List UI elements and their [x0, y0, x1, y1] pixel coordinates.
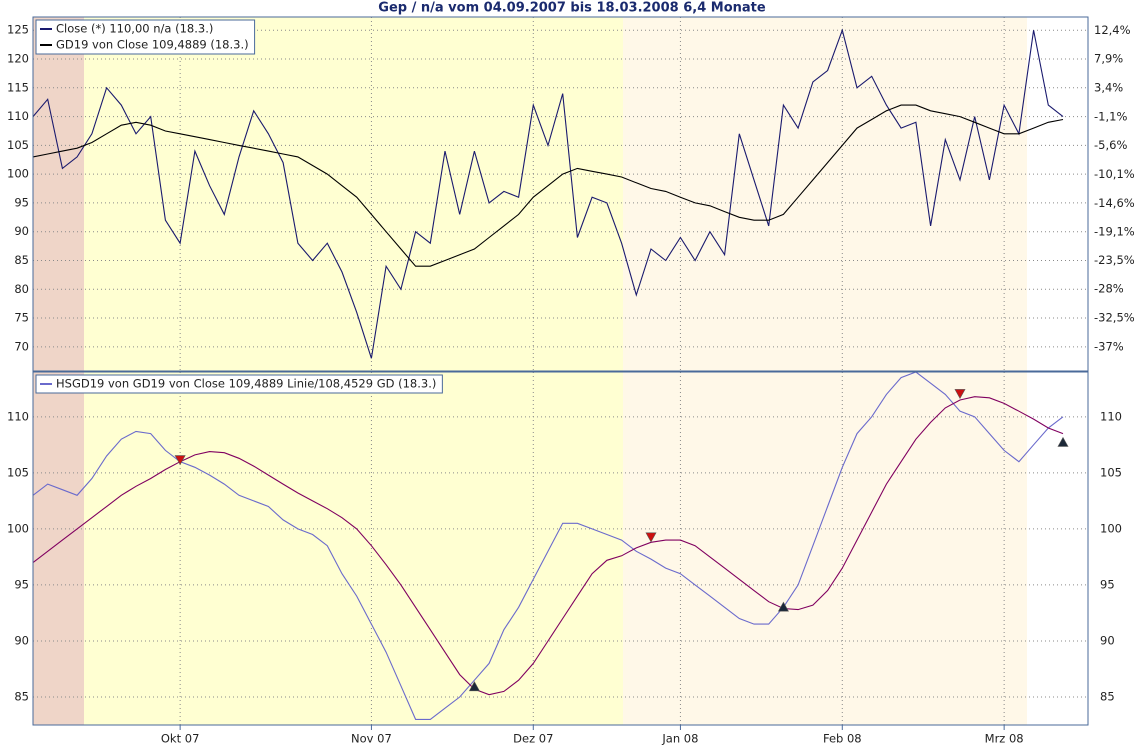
y-tick-label: 105	[7, 138, 29, 152]
y2-tick-label: -28%	[1094, 282, 1124, 296]
y-tick-label: 95	[14, 195, 29, 209]
x-tick-label: Nov 07	[351, 732, 392, 746]
y2-tick-label: -23,5%	[1094, 253, 1135, 267]
y-tick-label: 110	[7, 409, 29, 423]
y-tick-label-right: 85	[1100, 689, 1115, 703]
y-tick-label: 80	[14, 282, 29, 296]
y-tick-label: 90	[14, 633, 29, 647]
y-tick-label: 70	[14, 339, 29, 353]
x-tick-label: Dez 07	[513, 732, 553, 746]
legend-label: HSGD19 von GD19 von Close 109,4889 Linie…	[56, 377, 436, 391]
panel-frame	[32, 371, 1089, 726]
y2-tick-label: 3,4%	[1094, 80, 1123, 94]
y-tick-label-right: 90	[1100, 633, 1115, 647]
y2-tick-label: -14,6%	[1094, 196, 1135, 210]
x-tick-label: Mrz 08	[985, 732, 1024, 746]
y-tick-label: 100	[7, 521, 29, 535]
x-tick-label: Okt 07	[161, 732, 200, 746]
y-tick-label: 110	[7, 109, 29, 123]
panel-frame	[32, 16, 1089, 372]
y-tick-label: 120	[7, 52, 29, 66]
y-tick-label: 75	[14, 311, 29, 325]
y-tick-label-right: 105	[1100, 465, 1122, 479]
y-tick-label: 115	[7, 80, 29, 94]
signal-marker	[777, 601, 789, 612]
y-tick-label-right: 110	[1100, 409, 1122, 423]
y-tick-label-right: 100	[1100, 521, 1122, 535]
signal-marker	[954, 389, 966, 400]
y2-tick-label: -10,1%	[1094, 167, 1135, 181]
series-line	[32, 396, 1064, 696]
series-line	[32, 371, 1064, 720]
y-tick-label-right: 95	[1100, 577, 1115, 591]
legend-box	[35, 19, 256, 55]
y2-tick-label: 12,4%	[1094, 23, 1131, 37]
y-tick-label: 105	[7, 465, 29, 479]
series-line	[32, 28, 1064, 359]
y-tick-label: 85	[14, 689, 29, 703]
legend-box	[35, 374, 443, 394]
y-tick-label: 90	[14, 224, 29, 238]
y2-tick-label: -32,5%	[1094, 311, 1135, 325]
y2-tick-label: -37%	[1094, 339, 1124, 353]
y2-tick-label: 7,9%	[1094, 52, 1123, 66]
legend-label: GD19 von Close 109,4889 (18.3.)	[56, 38, 249, 52]
legends: Close (*) 110,00 n/a (18.3.) GD19 von Clo…	[35, 19, 443, 394]
y2-tick-label: -1,1%	[1094, 109, 1127, 123]
y2-tick-label: -5,6%	[1094, 138, 1127, 152]
signal-marker	[645, 532, 657, 543]
y2-tick-label: -19,1%	[1094, 225, 1135, 239]
chart-title: Gep / n/a vom 04.09.2007 bis 18.03.2008 …	[378, 1, 766, 16]
y-tick-label: 100	[7, 167, 29, 181]
series-line	[32, 104, 1064, 267]
legend-label: Close (*) 110,00 n/a (18.3.)	[56, 22, 213, 36]
y-tick-label: 125	[7, 23, 29, 37]
signal-marker	[1057, 436, 1069, 447]
signal-marker	[468, 681, 480, 692]
y-tick-label: 95	[14, 577, 29, 591]
y-tick-label: 85	[14, 253, 29, 267]
x-tick-label: Jan 08	[661, 732, 698, 746]
signal-marker	[174, 455, 186, 466]
x-tick-label: Feb 08	[823, 732, 862, 746]
plot-layer: Okt 07 Nov 07 Dez 07 Jan 08 Feb 08 Mrz 08 125 1…	[7, 17, 1135, 746]
